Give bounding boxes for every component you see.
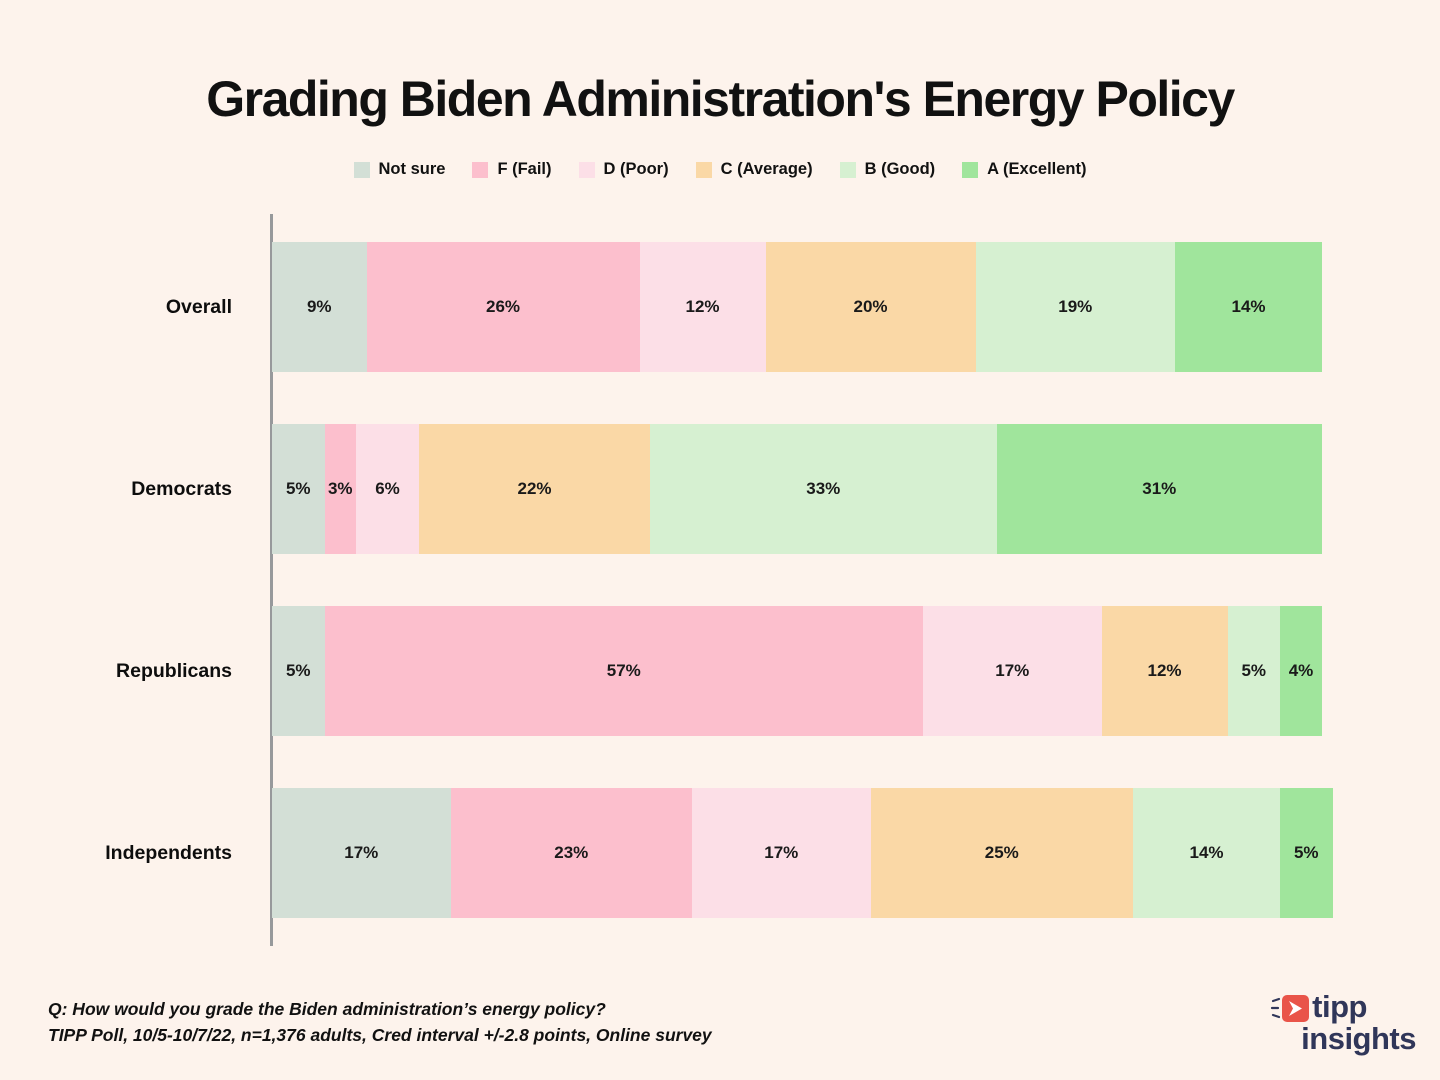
segment-value-label: 5%	[285, 479, 311, 498]
segment-value-label: 23%	[554, 843, 589, 862]
legend-label: C (Average)	[720, 160, 813, 178]
segment-value-label: 3%	[327, 479, 353, 498]
tippinsights-logo: tipp insights	[1270, 989, 1416, 1056]
legend-item-b-good: B (Good)	[839, 160, 936, 179]
legend-item-not-sure: Not sure	[353, 160, 446, 179]
segment-democrats-b-good: 33%	[650, 424, 997, 554]
legend-item-a-excellent: A (Excellent)	[962, 160, 1087, 179]
segment-overall-b-good: 19%	[975, 242, 1175, 372]
segment-value-label: 5%	[285, 661, 311, 680]
stacked-bar-democrats: 5% 3% 6% 22% 33% 31%	[272, 424, 1322, 554]
bar-row-overall: Overall 9% 26% 12% 20% 19% 14%	[0, 242, 1333, 372]
bar-row-independents: Independents 17% 23% 17% 25% 14% 5%	[0, 788, 1333, 918]
segment-independents-not-sure: 17%	[272, 788, 451, 918]
stacked-bar-chart: Overall 9% 26% 12% 20% 19% 14% Democrats 5% 3% 6% 2…	[0, 214, 1440, 946]
segment-value-label: 57%	[606, 661, 641, 680]
chart-rows: Overall 9% 26% 12% 20% 19% 14% Democrats 5% 3% 6% 2…	[0, 242, 1333, 918]
segment-independents-b-good: 14%	[1133, 788, 1280, 918]
segment-overall-a-excellent: 14%	[1175, 242, 1322, 372]
segment-value-label: 5%	[1241, 661, 1267, 680]
segment-independents-c-average: 25%	[870, 788, 1133, 918]
segment-value-label: 25%	[984, 843, 1019, 862]
segment-value-label: 17%	[995, 661, 1030, 680]
legend-label: A (Excellent)	[987, 160, 1087, 178]
stacked-bar-independents: 17% 23% 17% 25% 14% 5%	[272, 788, 1333, 918]
segment-value-label: 20%	[853, 297, 888, 316]
segment-overall-f-fail: 26%	[366, 242, 640, 372]
legend-swatch-a-excellent	[962, 161, 979, 178]
segment-value-label: 14%	[1189, 843, 1224, 862]
segment-democrats-f-fail: 3%	[324, 424, 356, 554]
stacked-bar-republicans: 5% 57% 17% 12% 5% 4%	[272, 606, 1322, 736]
segment-value-label: 19%	[1058, 297, 1093, 316]
legend-label: D (Poor)	[603, 160, 669, 178]
segment-republicans-b-good: 5%	[1227, 606, 1280, 736]
footer-question: Q: How would you grade the Biden adminis…	[48, 998, 606, 1019]
segment-value-label: 31%	[1142, 479, 1177, 498]
segment-value-label: 17%	[344, 843, 379, 862]
segment-value-label: 26%	[485, 297, 521, 316]
logo-text-insights: insights	[1301, 1020, 1416, 1056]
segment-value-label: 22%	[517, 479, 552, 498]
legend-item-c-average: C (Average)	[695, 160, 813, 179]
segment-independents-d-poor: 17%	[692, 788, 871, 918]
logo-text-tipp: tipp	[1312, 989, 1367, 1025]
legend-swatch-c-average	[695, 161, 712, 178]
category-label-democrats: Democrats	[131, 477, 232, 500]
footer-source: TIPP Poll, 10/5-10/7/22, n=1,376 adults,…	[48, 1024, 712, 1045]
segment-value-label: 6%	[375, 479, 400, 498]
legend: Not sure F (Fail) D (Poor) C (Average) B (Go…	[0, 160, 1440, 179]
bar-row-democrats: Democrats 5% 3% 6% 22% 33% 31%	[0, 424, 1333, 554]
legend-label: Not sure	[378, 160, 446, 178]
segment-independents-f-fail: 23%	[450, 788, 692, 918]
segment-republicans-not-sure: 5%	[272, 606, 325, 736]
segment-value-label: 5%	[1293, 843, 1319, 862]
segment-republicans-f-fail: 57%	[324, 606, 923, 736]
bar-row-republicans: Republicans 5% 57% 17% 12% 5% 4%	[0, 606, 1333, 736]
segment-republicans-a-excellent: 4%	[1280, 606, 1322, 736]
stacked-bar-overall: 9% 26% 12% 20% 19% 14%	[272, 242, 1322, 372]
legend-swatch-not-sure	[353, 161, 370, 178]
segment-democrats-d-poor: 6%	[356, 424, 419, 554]
legend-item-f-fail: F (Fail)	[472, 160, 552, 179]
segment-value-label: 33%	[806, 479, 841, 498]
segment-value-label: 14%	[1231, 297, 1266, 316]
segment-value-label: 17%	[764, 843, 799, 862]
segment-overall-c-average: 20%	[765, 242, 976, 372]
segment-value-label: 12%	[1147, 661, 1182, 680]
category-label-republicans: Republicans	[116, 659, 232, 682]
segment-overall-not-sure: 9%	[272, 242, 367, 372]
segment-value-label: 4%	[1288, 661, 1314, 680]
legend-swatch-d-poor	[578, 161, 595, 178]
footer: Q: How would you grade the Biden adminis…	[48, 996, 712, 1049]
legend-label: F (Fail)	[497, 160, 552, 178]
category-label-overall: Overall	[165, 295, 232, 318]
y-axis-line	[270, 214, 273, 946]
segment-overall-d-poor: 12%	[639, 242, 766, 372]
segment-independents-a-excellent: 5%	[1280, 788, 1333, 918]
legend-swatch-b-good	[839, 161, 856, 178]
segment-value-label: 12%	[685, 297, 720, 316]
legend-swatch-f-fail	[472, 161, 489, 178]
segment-value-label: 9%	[306, 297, 332, 316]
legend-label: B (Good)	[864, 160, 936, 178]
segment-democrats-a-excellent: 31%	[996, 424, 1322, 554]
segment-republicans-c-average: 12%	[1101, 606, 1228, 736]
legend-item-d-poor: D (Poor)	[578, 160, 669, 179]
category-label-independents: Independents	[105, 841, 232, 864]
segment-republicans-d-poor: 17%	[923, 606, 1102, 736]
tippinsights-logo-icon	[1271, 994, 1310, 1022]
segment-democrats-c-average: 22%	[419, 424, 650, 554]
segment-democrats-not-sure: 5%	[272, 424, 325, 554]
page-title: Grading Biden Administration's Energy Po…	[206, 71, 1235, 127]
